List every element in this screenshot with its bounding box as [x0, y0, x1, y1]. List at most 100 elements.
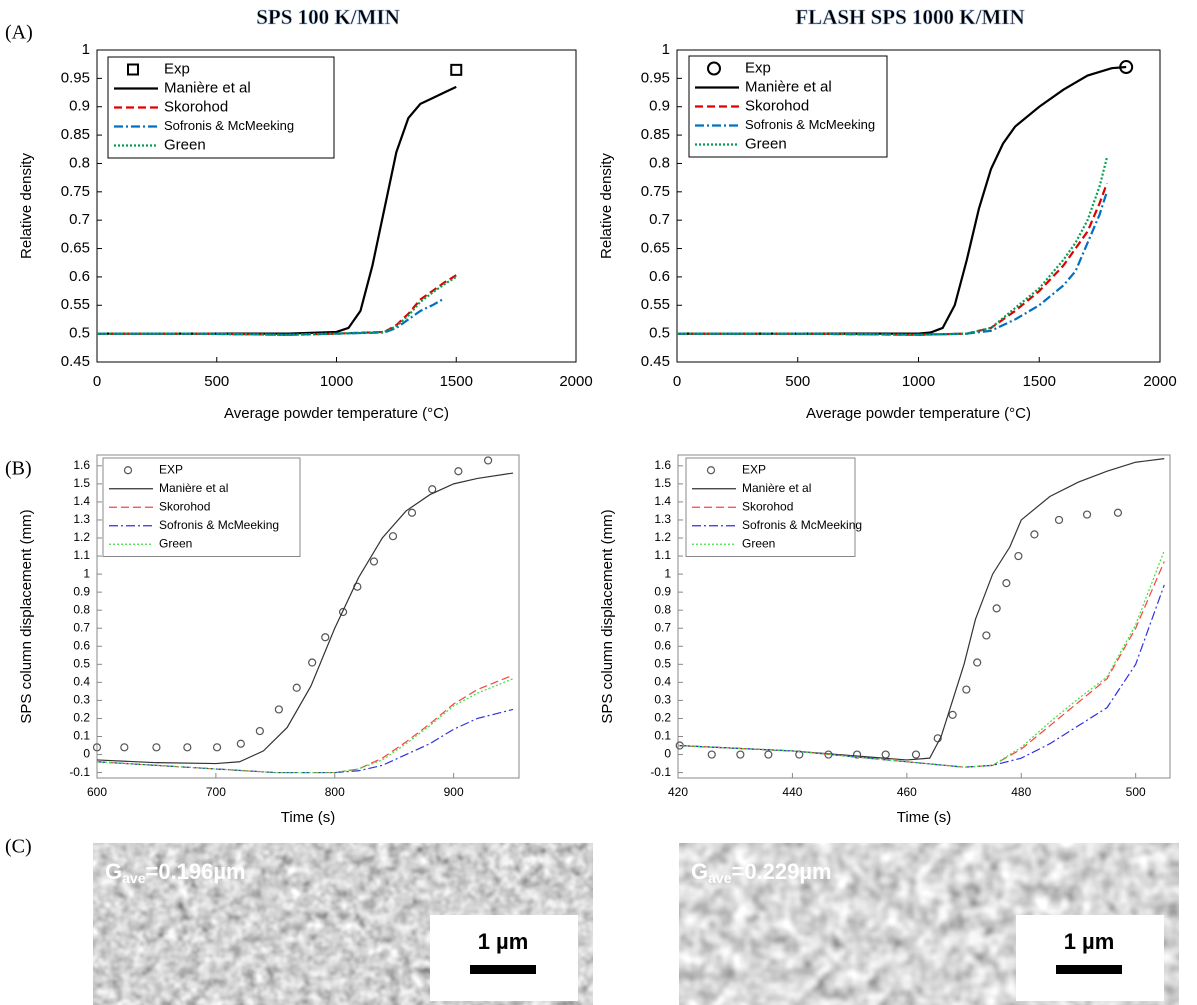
- y-tick-label: 0.95: [641, 69, 670, 86]
- y-tick-label: 0.75: [641, 183, 670, 200]
- y-tick-label: 1.2: [73, 530, 90, 544]
- x-tick-label: 1500: [1023, 373, 1056, 390]
- marker: [292, 683, 301, 692]
- x-tick-label: 1500: [440, 373, 473, 390]
- legend: Exp Manière et al Skorohod Sofronis & McMee…: [688, 55, 888, 158]
- grain-subscript: ave: [122, 870, 146, 886]
- legend-label: EXP: [159, 462, 183, 476]
- y-tick-label: 0.1: [654, 729, 671, 743]
- legend-label: Green: [745, 135, 787, 152]
- y-tick-label: 0.5: [73, 656, 90, 670]
- scale-box: [1016, 915, 1164, 1001]
- series-line: [96, 674, 514, 774]
- marker: [911, 750, 921, 759]
- marker: [982, 631, 991, 640]
- scale-bar: [1056, 965, 1122, 974]
- column-title: SPS 100 K/MIN: [256, 5, 400, 29]
- x-axis-label: Time (s): [897, 809, 951, 826]
- y-tick-label: 0.45: [641, 353, 670, 370]
- y-tick-label: 0.9: [73, 584, 90, 598]
- legend-label: Exp: [164, 60, 190, 77]
- marker: [1054, 515, 1064, 525]
- marker: [183, 743, 192, 752]
- y-tick-label: 1.5: [73, 476, 90, 490]
- y-axis-label: SPS column displacement (mm): [599, 509, 616, 723]
- grain-symbol: G: [105, 859, 122, 884]
- scale-bar-label: 1 µm: [1064, 929, 1115, 954]
- marker: [1002, 579, 1011, 588]
- x-axis-label: Average powder temperature (°C): [224, 405, 449, 422]
- legend-label: Manière et al: [164, 79, 251, 96]
- marker: [338, 607, 348, 617]
- x-tick-label: 0: [673, 373, 681, 390]
- legend-label: Skorohod: [159, 499, 210, 513]
- grain-size-label: Gave=0.196µm: [105, 859, 246, 886]
- series-line: [677, 550, 1165, 768]
- x-tick-label: 800: [325, 785, 345, 799]
- marker: [152, 743, 161, 752]
- y-tick-label: 0.8: [69, 154, 90, 171]
- series-line: [97, 275, 457, 336]
- plot-frame: [96, 454, 520, 779]
- legend-label: EXP: [742, 462, 766, 476]
- y-tick-label: 1.6: [654, 458, 671, 472]
- marker: [764, 750, 773, 759]
- marker: [120, 743, 129, 752]
- y-tick-label: 0.7: [649, 211, 670, 228]
- y-tick-label: 1.3: [654, 512, 671, 526]
- grain-subscript: ave: [708, 870, 732, 886]
- micrograph: Gave=0.196µm 1 µm: [93, 843, 593, 1005]
- marker: [948, 710, 957, 719]
- y-tick-label: 0.4: [654, 675, 671, 689]
- marker: [1030, 530, 1039, 539]
- panel-label: (C): [5, 836, 32, 858]
- x-tick-label: 420: [668, 785, 688, 799]
- micrograph: Gave=0.229µm 1 µm: [679, 843, 1179, 1005]
- legend-label: Green: [164, 136, 206, 153]
- y-tick-label: 0: [664, 747, 671, 761]
- y-tick-label: 0: [83, 747, 90, 761]
- marker: [369, 557, 379, 566]
- grain-size-label: Gave=0.229µm: [691, 859, 832, 886]
- grain-symbol: G: [691, 859, 708, 884]
- marker: [321, 633, 330, 642]
- legend-label: Green: [159, 536, 192, 550]
- y-tick-label: 0.4: [73, 675, 90, 689]
- legend-label: Green: [742, 536, 775, 550]
- x-tick-label: 600: [87, 785, 107, 799]
- y-tick-label: 1.3: [73, 512, 90, 526]
- series-line: [97, 297, 445, 336]
- chart: -0.1 0 0.1 0.2 0.3 0.4 0.5 0.6 0.7 0.8 0.9 1 1.1 1.2 1…: [18, 454, 520, 826]
- scale-bar: [470, 965, 536, 974]
- y-tick-label: 1.1: [654, 548, 671, 562]
- legend-label: Skorohod: [164, 98, 228, 115]
- legend-label: Exp: [745, 59, 771, 76]
- marker: [1014, 551, 1023, 561]
- legend-box: [685, 457, 856, 557]
- y-tick-label: 1.6: [73, 458, 90, 472]
- series-line: [96, 472, 514, 765]
- y-tick-label: -0.1: [650, 765, 671, 779]
- legend-label: Sofronis & McMeeking: [745, 117, 875, 132]
- x-axis-label: Average powder temperature (°C): [806, 405, 1031, 422]
- marker: [962, 685, 971, 694]
- series-line: [96, 678, 514, 774]
- y-tick-label: 0.3: [73, 693, 90, 707]
- legend-marker: [127, 63, 139, 76]
- marker: [450, 63, 463, 76]
- y-tick-label: 0.5: [649, 325, 670, 342]
- series-line: [677, 191, 1108, 336]
- y-axis-label: SPS column displacement (mm): [18, 509, 35, 723]
- marker: [236, 739, 245, 748]
- marker: [388, 532, 398, 541]
- y-tick-label: 1.5: [654, 476, 671, 490]
- y-tick-label: 0.8: [649, 154, 670, 171]
- y-tick-label: 0.7: [73, 620, 90, 634]
- legend-label: Skorohod: [745, 97, 809, 114]
- scale-bar-label: 1 µm: [478, 929, 529, 954]
- y-tick-label: 0.7: [654, 620, 671, 634]
- marker: [707, 750, 716, 759]
- legend-label: Skorohod: [742, 499, 793, 513]
- y-tick-label: 0.9: [69, 98, 90, 115]
